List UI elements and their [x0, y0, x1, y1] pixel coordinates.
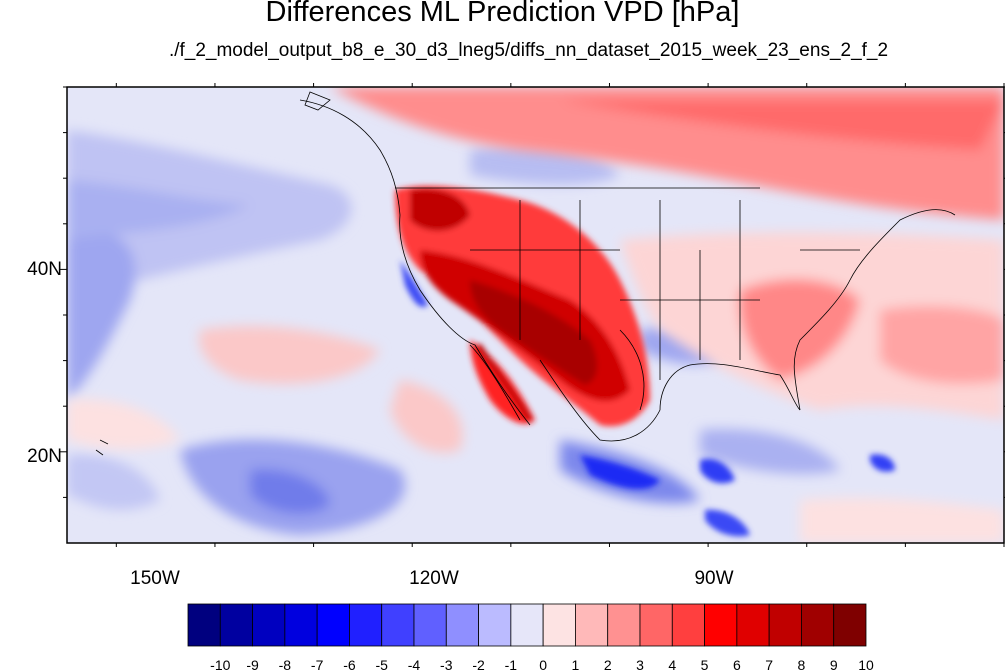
colorbar-swatch: [575, 603, 609, 647]
colorbar-swatch: [187, 603, 221, 647]
colorbar-tick-label: -5: [375, 657, 388, 672]
map-title: Differences ML Prediction VPD [hPa]: [265, 0, 740, 28]
colorbar-swatch: [284, 603, 318, 647]
colorbar-tick-label: 7: [765, 657, 773, 672]
colorbar-swatch: [639, 603, 673, 647]
colorbar-swatch: [542, 603, 576, 647]
colorbar-tick-label: 9: [830, 657, 838, 672]
lon-label-150w: 150W: [130, 568, 180, 589]
colorbar-tick-label: 8: [798, 657, 806, 672]
colorbar-tick-label: -7: [311, 657, 324, 672]
lon-label-90w: 90W: [694, 568, 733, 589]
colorbar-swatch: [413, 603, 447, 647]
colorbar-swatch: [445, 603, 479, 647]
colorbar-tick-label: -8: [279, 657, 292, 672]
colorbar-swatch: [801, 603, 835, 647]
coastal-negative-spots: [400, 260, 895, 537]
colorbar-swatch: [607, 603, 641, 647]
colorbar-swatch: [219, 603, 253, 647]
colorbar-tick-label: 2: [604, 657, 612, 672]
colorbar-tick-label: 6: [733, 657, 741, 672]
colorbar-tick-label: -4: [408, 657, 421, 672]
colorbar: [187, 603, 867, 647]
colorbar-tick-label: -6: [343, 657, 356, 672]
lat-label-40n: 40N: [27, 259, 62, 280]
colorbar-swatch: [768, 603, 802, 647]
colorbar-swatch: [478, 603, 512, 647]
colorbar-swatch: [349, 603, 383, 647]
colorbar-tick-label: -1: [505, 657, 518, 672]
colorbar-tick-label: -10: [210, 657, 230, 672]
colorbar-tick-label: 5: [701, 657, 709, 672]
colorbar-tick-label: 4: [668, 657, 676, 672]
lat-label-20n: 20N: [27, 446, 62, 467]
colorbar-swatch: [833, 603, 867, 647]
coastlines-borders: [95, 91, 956, 456]
colorbar-swatch: [510, 603, 544, 647]
colorbar-swatch: [316, 603, 350, 647]
lat-axis-labels: 40N 20N: [27, 259, 62, 467]
colorbar-tick-label: 3: [636, 657, 644, 672]
colorbar-labels: -10 -9 -8 -7 -6 -5 -4 -3 -2 -1 0 1 2 3 4 5 6 7 8 9 10: [210, 657, 874, 672]
colorbar-tick-label: 10: [858, 657, 874, 672]
colorbar-tick-label: 0: [539, 657, 547, 672]
lon-axis-labels: 150W 120W 90W: [130, 568, 733, 589]
colorbar-tick-label: -3: [440, 657, 453, 672]
colorbar-swatch: [736, 603, 770, 647]
colorbar-swatch: [252, 603, 286, 647]
western-hotspot: [395, 185, 650, 427]
negative-anomaly-fields: [67, 130, 840, 535]
map-subtitle: ./f_2_model_output_b8_e_30_d3_lneg5/diff…: [168, 40, 889, 61]
colorbar-tick-label: 1: [572, 657, 580, 672]
colorbar-tick-label: -2: [472, 657, 485, 672]
positive-anomaly-fields: [67, 87, 1004, 543]
colorbar-swatch: [704, 603, 738, 647]
colorbar-tick-label: -9: [246, 657, 259, 672]
map-plot-area: [67, 87, 1004, 543]
lon-label-120w: 120W: [409, 568, 459, 589]
colorbar-swatch: [671, 603, 705, 647]
colorbar-swatch: [381, 603, 415, 647]
